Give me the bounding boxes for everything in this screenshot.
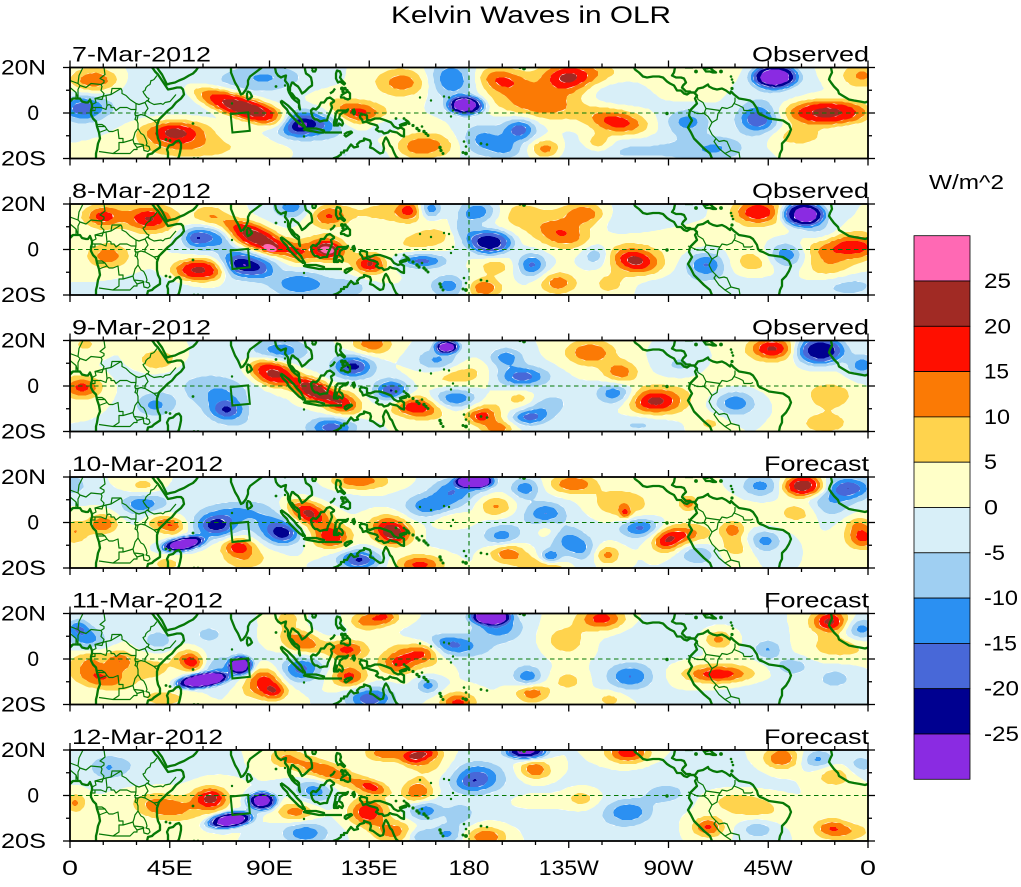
svg-text:20S: 20S <box>1 694 46 717</box>
svg-text:20N: 20N <box>1 57 46 80</box>
svg-text:0: 0 <box>27 785 39 808</box>
svg-text:20S: 20S <box>1 557 46 580</box>
svg-text:10: 10 <box>984 406 1010 429</box>
svg-text:0: 0 <box>27 512 39 535</box>
svg-text:Forecast: Forecast <box>764 590 869 613</box>
svg-text:Forecast: Forecast <box>764 453 869 476</box>
svg-text:0: 0 <box>62 856 78 880</box>
svg-text:0: 0 <box>27 375 39 398</box>
svg-text:20N: 20N <box>1 330 46 353</box>
svg-text:-20: -20 <box>984 678 1019 701</box>
svg-text:-15: -15 <box>984 632 1017 655</box>
svg-text:0: 0 <box>27 102 39 125</box>
svg-text:20N: 20N <box>1 193 46 216</box>
svg-text:0: 0 <box>984 497 998 520</box>
svg-text:9-Mar-2012: 9-Mar-2012 <box>72 317 211 340</box>
svg-text:12-Mar-2012: 12-Mar-2012 <box>72 726 223 749</box>
svg-text:-5: -5 <box>984 542 1005 565</box>
svg-text:15: 15 <box>984 361 1009 384</box>
svg-text:20S: 20S <box>1 421 46 444</box>
svg-text:135E: 135E <box>341 856 398 880</box>
svg-text:-25: -25 <box>984 723 1019 746</box>
svg-text:0: 0 <box>27 648 39 671</box>
svg-text:W/m^2: W/m^2 <box>929 172 1004 194</box>
svg-text:90E: 90E <box>246 856 293 880</box>
svg-text:7-Mar-2012: 7-Mar-2012 <box>72 44 211 67</box>
svg-text:Observed: Observed <box>752 317 869 340</box>
svg-text:10-Mar-2012: 10-Mar-2012 <box>72 453 223 476</box>
svg-text:25: 25 <box>984 270 1011 293</box>
svg-text:135W: 135W <box>539 856 600 880</box>
svg-text:90W: 90W <box>644 856 695 880</box>
svg-text:20N: 20N <box>1 739 46 762</box>
svg-text:45W: 45W <box>744 856 794 880</box>
svg-text:8-Mar-2012: 8-Mar-2012 <box>72 180 211 203</box>
svg-text:20: 20 <box>984 315 1011 338</box>
svg-text:20N: 20N <box>1 466 46 489</box>
svg-text:45E: 45E <box>147 856 193 880</box>
svg-text:20S: 20S <box>1 148 46 171</box>
svg-text:5: 5 <box>984 451 997 474</box>
svg-text:Observed: Observed <box>752 44 869 67</box>
svg-text:20S: 20S <box>1 284 46 307</box>
svg-text:180: 180 <box>449 856 490 880</box>
svg-text:20S: 20S <box>1 830 46 853</box>
svg-text:Kelvin Waves in OLR: Kelvin Waves in OLR <box>391 2 671 29</box>
svg-text:0: 0 <box>27 239 39 262</box>
svg-text:11-Mar-2012: 11-Mar-2012 <box>72 590 223 613</box>
svg-text:20N: 20N <box>1 603 46 626</box>
svg-text:-10: -10 <box>984 587 1018 610</box>
svg-text:0: 0 <box>860 856 876 880</box>
svg-text:Forecast: Forecast <box>764 726 869 749</box>
svg-text:Observed: Observed <box>752 180 869 203</box>
